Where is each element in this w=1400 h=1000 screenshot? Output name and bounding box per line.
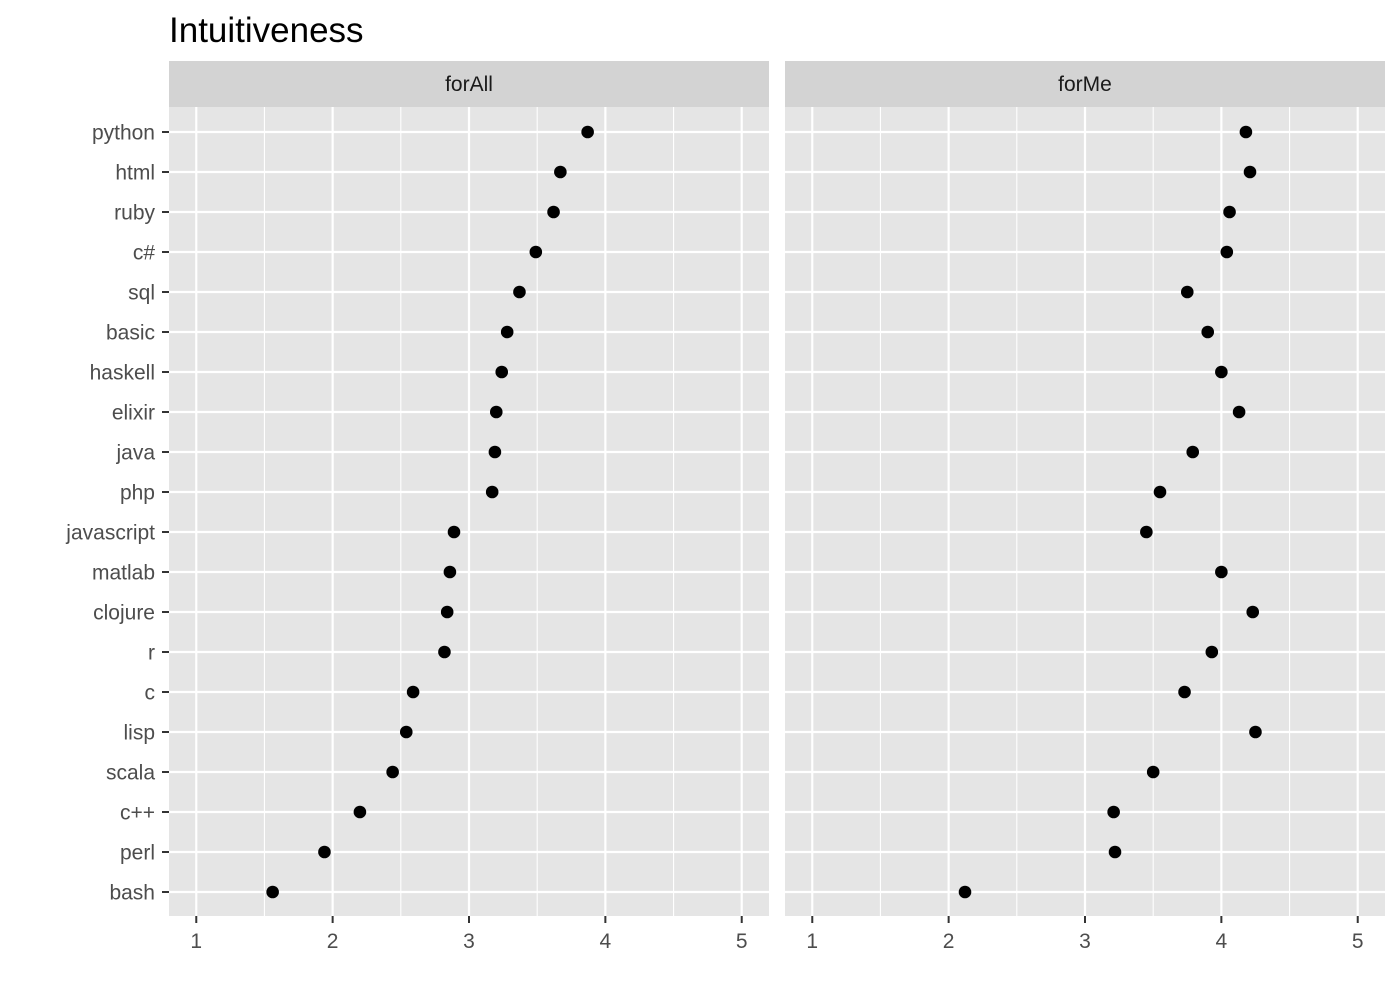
x-tick-label: 3 [463,930,475,953]
data-point-forMe-python [1239,125,1253,139]
y-tick-label: html [115,162,155,185]
data-point-forAll-javascript [447,525,461,539]
x-tick-label: 4 [1216,930,1228,953]
data-point-forAll-lisp [399,725,413,739]
data-point-forMe-java [1186,445,1200,459]
y-tick-label: c# [133,242,156,265]
data-point-forMe-sql [1180,285,1194,299]
data-point-forAll-elixir [489,405,503,419]
data-point-forMe-lisp [1249,725,1262,739]
data-point-forMe-bash [958,885,972,899]
y-tick-label: java [115,442,155,465]
y-tick-label: matlab [92,562,155,585]
facet-strip [785,61,1385,107]
data-point-forAll-c [406,685,420,699]
y-tick-label: haskell [90,362,155,385]
data-point-forMe-javascript [1140,525,1153,539]
data-point-forAll-ruby [547,205,560,219]
y-tick-label: elixir [112,402,155,425]
facet-panel-forAll: forAll 1 2 3 4 5 [169,61,769,953]
y-tick-label: ruby [114,202,155,225]
x-tick-label: 5 [1352,930,1364,953]
facet-strip-label: forAll [445,73,493,96]
x-tick-label: 1 [806,930,818,953]
x-tick-label: 3 [1079,930,1091,953]
data-point-forMe-r [1205,645,1219,659]
facet-strip [169,61,769,107]
data-point-forAll-basic [500,325,514,339]
data-point-forAll-haskell [495,365,509,379]
data-point-forAll-python [581,125,594,139]
data-point-forAll-r [438,645,451,659]
x-tick-label: 1 [190,930,202,953]
data-point-forAll-c# [529,245,543,259]
data-point-forAll-perl [318,845,331,859]
data-point-forAll-java [488,445,502,459]
x-tick-label: 2 [327,930,339,953]
data-point-forAll-html [554,165,567,179]
data-point-forMe-c++ [1107,805,1120,819]
x-tick-label: 5 [736,930,748,953]
x-tick-label: 2 [943,930,955,953]
data-point-forAll-clojure [440,605,454,619]
data-point-forMe-ruby [1223,205,1236,219]
y-tick-label: perl [120,842,155,865]
data-point-forAll-php [485,485,499,499]
y-tick-label: php [120,482,155,505]
data-point-forMe-perl [1108,845,1122,859]
facet-panel-forMe: forMe 1 2 3 4 5 [785,61,1385,953]
y-tick-label: lisp [123,722,155,745]
y-tick-label: basic [106,322,155,345]
y-tick-label: python [92,122,155,145]
data-point-forAll-bash [266,885,279,899]
y-tick-label: bash [109,882,155,905]
y-tick-label: sql [128,282,155,305]
data-point-forMe-haskell [1215,365,1228,379]
y-tick-label: c [145,682,156,705]
data-point-forMe-elixir [1232,405,1246,419]
data-point-forMe-c# [1220,245,1234,259]
x-tick-label: 4 [600,930,612,953]
data-point-forMe-clojure [1246,605,1260,619]
data-point-forMe-php [1153,485,1167,499]
data-point-forMe-scala [1146,765,1160,779]
y-tick-label: javascript [65,522,155,545]
data-point-forMe-basic [1201,325,1215,339]
data-point-forAll-sql [513,285,526,299]
y-tick-label: scala [106,762,155,785]
data-point-forMe-matlab [1215,565,1228,579]
chart-title: Intuitiveness [169,11,364,50]
y-tick-label: r [148,642,155,665]
facet-strip-label: forMe [1058,73,1112,96]
data-point-forMe-html [1243,165,1257,179]
data-point-forAll-c++ [353,805,367,819]
data-point-forAll-scala [386,765,399,779]
panels-layer: forAll 1 2 3 4 5 forMe 1 2 3 4 5 python html ruby c# sql… [65,61,1385,953]
y-tick-label: c++ [120,802,155,825]
y-tick-label: clojure [93,602,155,625]
data-point-forAll-matlab [443,565,457,579]
data-point-forMe-c [1178,685,1191,699]
